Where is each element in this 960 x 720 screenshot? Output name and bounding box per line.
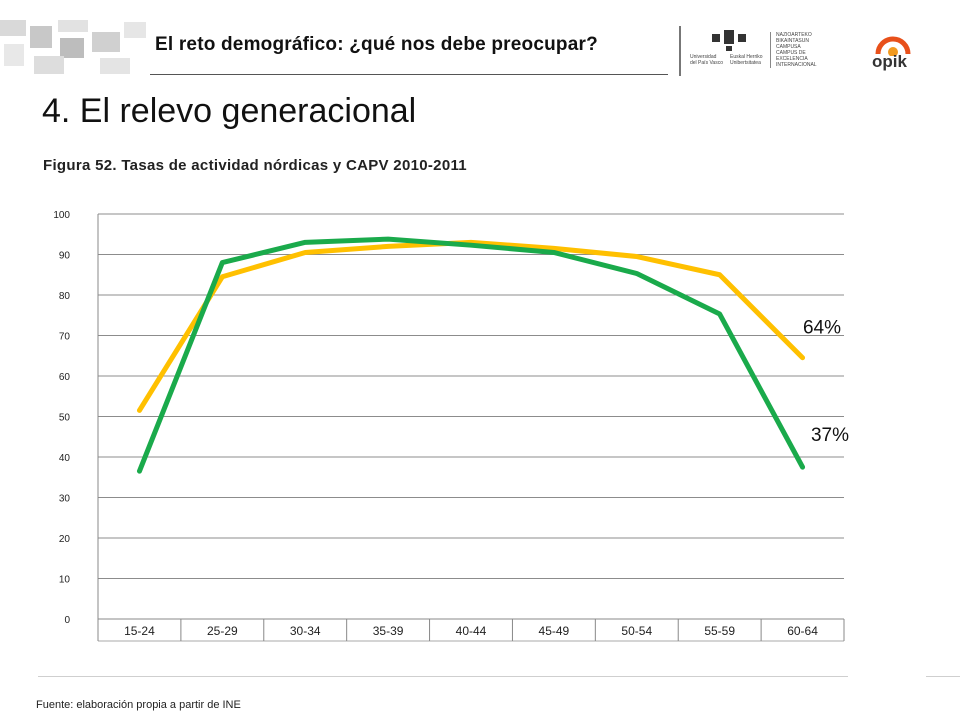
y-tick-label: 60 (59, 372, 71, 383)
upv-ehu-logo: Universidad del País Vasco Euskal Herrik… (690, 30, 830, 72)
y-tick-label: 0 (64, 615, 70, 626)
chart: 0 10 20 30 40 50 60 70 80 90 100 15-24 25-29 30-34 35-… (40, 200, 860, 660)
upv-line2: del País Vasco (690, 60, 723, 66)
campus-line1: NAZIOARTEKO (776, 32, 812, 38)
upv-emblem-icon (712, 30, 746, 51)
y-tick-label: 30 (59, 494, 71, 505)
opik-sun-icon (875, 36, 911, 56)
y-tick-label: 70 (59, 332, 71, 343)
x-tick-label: 35-39 (373, 624, 404, 638)
footer-divider-right (926, 676, 960, 677)
header-divider (679, 26, 681, 76)
x-tick-label: 60-64 (787, 624, 818, 638)
end-value-annotation: 37% (811, 425, 849, 446)
page-title: 4. El relevo generacional (42, 92, 417, 130)
campus-line2: BIKAINTASUN (776, 38, 809, 44)
y-tick-label: 20 (59, 534, 71, 545)
y-tick-label: 100 (53, 210, 70, 221)
upv-line3: Euskal Herriko (730, 54, 763, 60)
upv-line4: Unibertsitatea (730, 60, 761, 66)
series-line-2 (136, 236, 806, 474)
x-tick-label: 30-34 (290, 624, 321, 638)
upv-line1: Universidad (690, 54, 717, 60)
header-title: El reto demográfico: ¿qué nos debe preoc… (155, 34, 598, 55)
footer-divider (38, 676, 848, 677)
y-tick-label: 40 (59, 453, 71, 464)
x-tick-label: 55-59 (704, 624, 735, 638)
header-underline (150, 74, 668, 75)
campus-line6: INTERNACIONAL (776, 62, 817, 68)
campus-line4: CAMPUS DE (776, 50, 806, 56)
y-tick-label: 50 (59, 413, 71, 424)
opik-logo: opik (868, 32, 918, 72)
series-line-1 (136, 239, 806, 413)
campus-line3: CAMPUSA (776, 44, 801, 50)
y-tick-label: 80 (59, 291, 71, 302)
x-tick-label: 50-54 (621, 624, 652, 638)
y-tick-label: 90 (59, 251, 71, 262)
line-chart-svg: 0 10 20 30 40 50 60 70 80 90 100 15-24 25-29 30-34 35-… (53, 210, 849, 642)
opik-text: opik (872, 52, 907, 71)
header-decoration (0, 20, 146, 74)
source-note: Fuente: elaboración propia a partir de I… (36, 699, 241, 711)
y-tick-label: 10 (59, 575, 71, 586)
x-tick-label: 15-24 (124, 624, 155, 638)
header: El reto demográfico: ¿qué nos debe preoc… (0, 0, 960, 78)
x-tick-label: 40-44 (456, 624, 487, 638)
campus-line5: EXCELENCIA (776, 56, 808, 62)
figure-title: Figura 52. Tasas de actividad nórdicas y… (43, 157, 467, 174)
x-tick-label: 45-49 (539, 624, 570, 638)
end-value-annotation: 64% (803, 317, 841, 338)
x-tick-label: 25-29 (207, 624, 238, 638)
